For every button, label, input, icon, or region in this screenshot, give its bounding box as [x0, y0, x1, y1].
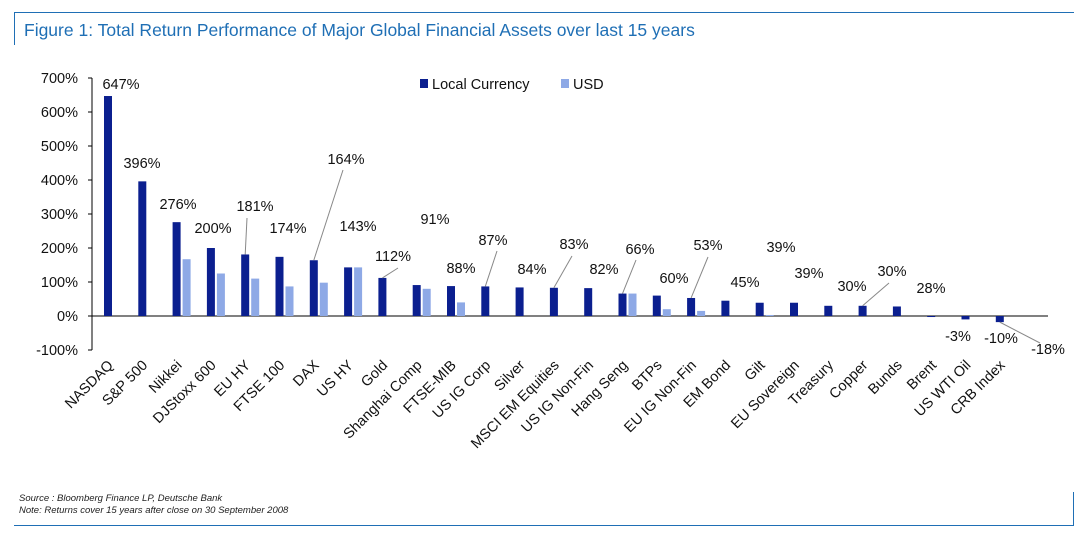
- bar-local-currency: [927, 316, 935, 317]
- frame-bottom-rule: [14, 525, 1074, 526]
- bar-usd: [766, 315, 774, 316]
- y-tick-label: 300%: [41, 207, 78, 223]
- data-label: 45%: [730, 275, 759, 291]
- bar-local-currency: [173, 222, 181, 316]
- data-label: 276%: [159, 197, 196, 213]
- leader-line: [245, 218, 247, 254]
- bar-local-currency: [344, 267, 352, 316]
- bar-local-currency: [241, 254, 249, 316]
- bar-usd: [251, 279, 259, 316]
- bar-local-currency: [756, 303, 764, 316]
- bar-local-currency: [619, 294, 627, 316]
- bar-usd: [320, 283, 328, 316]
- bar-usd: [217, 274, 225, 317]
- legend-swatch-local: [420, 79, 428, 88]
- data-label: 82%: [589, 262, 618, 278]
- bar-usd: [663, 309, 671, 316]
- data-label: 647%: [102, 77, 139, 93]
- bar-local-currency: [584, 288, 592, 316]
- bar-usd: [354, 267, 362, 316]
- legend-swatch-usd: [561, 79, 569, 88]
- data-label: 112%: [375, 249, 411, 265]
- data-label: 30%: [877, 264, 906, 280]
- bar-local-currency: [138, 181, 146, 316]
- x-tick-label: Gilt: [742, 358, 769, 385]
- data-label: -18%: [1031, 342, 1065, 358]
- y-tick-label: 600%: [41, 105, 78, 121]
- source-note: Source : Bloomberg Finance LP, Deutsche …: [19, 493, 222, 504]
- bar-chart: -100% 0% 100% 200% 300% 400% 500% 600% 700% Local…: [0, 0, 1088, 490]
- frame-right-rule: [1073, 492, 1074, 525]
- bar-local-currency: [413, 285, 421, 316]
- data-label: 66%: [625, 242, 654, 258]
- leader-line: [863, 283, 889, 306]
- x-tick-label: Copper: [826, 357, 871, 402]
- y-tick-label: 0%: [57, 309, 78, 325]
- bar-usd: [183, 259, 191, 316]
- data-label: -10%: [984, 331, 1018, 347]
- data-label: 28%: [916, 281, 945, 297]
- legend-label-local: Local Currency: [432, 77, 530, 93]
- x-tick-label: Bunds: [865, 358, 905, 398]
- data-label: 164%: [327, 152, 364, 168]
- bar-local-currency: [447, 286, 455, 316]
- bar-local-currency: [962, 316, 970, 319]
- data-label: 39%: [766, 240, 795, 256]
- bar-usd: [457, 302, 465, 316]
- data-label: 174%: [269, 221, 306, 237]
- leader-line: [623, 260, 637, 294]
- data-label: 53%: [693, 238, 722, 254]
- bar-local-currency: [790, 303, 798, 316]
- bar-local-currency: [516, 287, 524, 316]
- bar-local-currency: [824, 306, 832, 316]
- data-label: 91%: [420, 212, 449, 228]
- bar-usd: [697, 311, 705, 316]
- x-tick-label: US HY: [314, 357, 357, 400]
- bar-local-currency: [276, 257, 284, 316]
- y-tick-label: 200%: [41, 241, 78, 257]
- leader-line: [314, 170, 343, 260]
- data-label: 83%: [559, 237, 588, 253]
- leader-line: [691, 257, 708, 298]
- bar-local-currency: [481, 286, 489, 316]
- bar-usd: [629, 294, 637, 316]
- y-tick-label: 100%: [41, 275, 78, 291]
- leader-line: [382, 268, 398, 278]
- bar-local-currency: [310, 260, 318, 316]
- data-label: 39%: [794, 266, 823, 282]
- data-label: 200%: [194, 221, 231, 237]
- data-label: 88%: [446, 261, 475, 277]
- bar-usd: [286, 286, 294, 316]
- bar-local-currency: [378, 278, 386, 316]
- data-label: -3%: [945, 329, 971, 345]
- leader-line: [485, 251, 497, 286]
- legend-label-usd: USD: [573, 77, 604, 93]
- data-label: 30%: [837, 279, 866, 295]
- bar-local-currency: [550, 288, 558, 316]
- data-label: 396%: [123, 156, 160, 172]
- data-label: 84%: [517, 262, 546, 278]
- returns-note: Note: Returns cover 15 years after close…: [19, 505, 288, 516]
- data-label: 87%: [478, 233, 507, 249]
- bar-local-currency: [687, 298, 695, 316]
- y-tick-label: 500%: [41, 139, 78, 155]
- data-label: 60%: [659, 271, 688, 287]
- bar-local-currency: [653, 296, 661, 316]
- bar-local-currency: [207, 248, 215, 316]
- y-tick-label: -100%: [36, 343, 78, 359]
- data-label: 143%: [339, 219, 376, 235]
- bar-local-currency: [996, 316, 1004, 322]
- bar-local-currency: [721, 301, 729, 316]
- leader-line: [554, 256, 572, 288]
- bar-usd: [423, 289, 431, 316]
- y-tick-label: 700%: [41, 71, 78, 87]
- data-label: 181%: [236, 199, 273, 215]
- y-tick-label: 400%: [41, 173, 78, 189]
- bar-local-currency: [104, 96, 112, 316]
- bar-local-currency: [893, 306, 901, 316]
- bar-local-currency: [859, 306, 867, 316]
